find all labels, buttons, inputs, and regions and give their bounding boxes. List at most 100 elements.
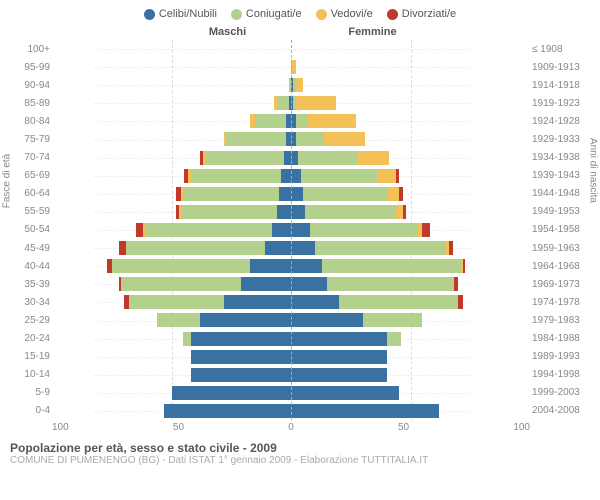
bar-segment bbox=[296, 132, 325, 146]
year-label: 1979-1983 bbox=[530, 315, 590, 326]
bar-segment bbox=[315, 241, 446, 255]
bar-segment bbox=[387, 187, 399, 201]
age-label: 90-94 bbox=[10, 80, 52, 91]
age-label: 35-39 bbox=[10, 279, 52, 290]
legend-swatch bbox=[316, 9, 327, 20]
bar-segment bbox=[296, 114, 308, 128]
legend-item: Divorziati/e bbox=[387, 8, 456, 20]
bar-segment bbox=[301, 169, 377, 183]
bar-segment bbox=[291, 241, 315, 255]
age-label: 50-54 bbox=[10, 224, 52, 235]
year-label: ≤ 1908 bbox=[530, 44, 590, 55]
legend-item: Vedovi/e bbox=[316, 8, 373, 20]
bar-segment bbox=[291, 259, 322, 273]
age-label: 55-59 bbox=[10, 206, 52, 217]
age-label: 40-44 bbox=[10, 261, 52, 272]
bar-segment bbox=[291, 151, 298, 165]
bar-segment bbox=[291, 368, 387, 382]
bar-segment bbox=[454, 277, 459, 291]
bar-segment bbox=[181, 205, 277, 219]
bar-segment bbox=[241, 277, 291, 291]
year-label: 1959-1963 bbox=[530, 243, 590, 254]
age-label: 25-29 bbox=[10, 315, 52, 326]
legend-label: Vedovi/e bbox=[331, 8, 373, 20]
bar-segment bbox=[183, 332, 190, 346]
legend-item: Coniugati/e bbox=[231, 8, 302, 20]
bar-segment bbox=[205, 151, 284, 165]
age-label: 70-74 bbox=[10, 152, 52, 163]
bar-segment bbox=[136, 223, 143, 237]
age-label: 80-84 bbox=[10, 116, 52, 127]
bar-segment bbox=[157, 313, 200, 327]
year-label: 2004-2008 bbox=[530, 405, 590, 416]
bar-segment bbox=[291, 404, 439, 418]
legend-item: Celibi/Nubili bbox=[144, 8, 217, 20]
legend-label: Coniugati/e bbox=[246, 8, 302, 20]
bar-segment bbox=[145, 223, 272, 237]
legend-label: Celibi/Nubili bbox=[159, 8, 217, 20]
year-label: 1964-1968 bbox=[530, 261, 590, 272]
age-label: 65-69 bbox=[10, 170, 52, 181]
bar-segment bbox=[191, 368, 291, 382]
chart-subtitle: COMUNE DI PUMENENGO (BG) - Dati ISTAT 1°… bbox=[10, 455, 590, 466]
bar-segment bbox=[308, 114, 356, 128]
age-label: 10-14 bbox=[10, 369, 52, 380]
year-label: 1934-1938 bbox=[530, 152, 590, 163]
x-tick: 100 bbox=[52, 422, 69, 433]
bar-segment bbox=[200, 313, 291, 327]
chart-title: Popolazione per età, sesso e stato civil… bbox=[10, 441, 590, 455]
legend-label: Divorziati/e bbox=[402, 8, 456, 20]
bar-segment bbox=[396, 205, 403, 219]
bar-segment bbox=[191, 169, 282, 183]
bar-segment bbox=[298, 151, 358, 165]
x-tick: 100 bbox=[513, 422, 530, 433]
year-label: 1924-1928 bbox=[530, 116, 590, 127]
bar-segment bbox=[291, 187, 303, 201]
year-label: 1919-1923 bbox=[530, 98, 590, 109]
legend-swatch bbox=[231, 9, 242, 20]
bar-segment bbox=[403, 205, 405, 219]
bar-segment bbox=[265, 241, 291, 255]
bar-segment bbox=[277, 96, 289, 110]
bar-segment bbox=[399, 187, 404, 201]
bar-segment bbox=[327, 277, 454, 291]
header-males: Maschi bbox=[155, 26, 300, 38]
year-label: 1914-1918 bbox=[530, 80, 590, 91]
bar-segment bbox=[291, 169, 301, 183]
age-label: 0-4 bbox=[10, 405, 52, 416]
bar-segment bbox=[164, 404, 291, 418]
x-tick: 50 bbox=[398, 422, 409, 433]
bar-segment bbox=[296, 78, 303, 92]
year-label: 1984-1988 bbox=[530, 333, 590, 344]
legend-swatch bbox=[387, 9, 398, 20]
x-tick: 0 bbox=[288, 422, 294, 433]
year-label: 1974-1978 bbox=[530, 297, 590, 308]
x-tick: 50 bbox=[173, 422, 184, 433]
bar-segment bbox=[387, 332, 401, 346]
bar-segment bbox=[126, 241, 265, 255]
age-label: 20-24 bbox=[10, 333, 52, 344]
bar-segment bbox=[224, 295, 291, 309]
year-label: 1969-1973 bbox=[530, 279, 590, 290]
bar-segment bbox=[277, 205, 291, 219]
bar-segment bbox=[112, 259, 251, 273]
age-label: 95-99 bbox=[10, 62, 52, 73]
year-label: 1989-1993 bbox=[530, 351, 590, 362]
bar-segment bbox=[281, 169, 291, 183]
bar-segment bbox=[422, 223, 429, 237]
bar-segment bbox=[272, 223, 291, 237]
bar-segment bbox=[121, 277, 241, 291]
bar-segment bbox=[291, 295, 339, 309]
x-axis: 100 50 0 50 100 bbox=[10, 422, 590, 433]
bar-segment bbox=[183, 187, 279, 201]
year-label: 1999-2003 bbox=[530, 387, 590, 398]
pyramid-chart: Fasce di età Anni di nascita 100+≤ 19089… bbox=[10, 40, 590, 420]
age-label: 30-34 bbox=[10, 297, 52, 308]
bar-segment bbox=[284, 151, 291, 165]
bar-segment bbox=[226, 132, 286, 146]
year-label: 1954-1958 bbox=[530, 224, 590, 235]
bar-segment bbox=[291, 223, 310, 237]
bar-segment bbox=[291, 386, 399, 400]
age-label: 45-49 bbox=[10, 243, 52, 254]
bar-segment bbox=[322, 259, 461, 273]
